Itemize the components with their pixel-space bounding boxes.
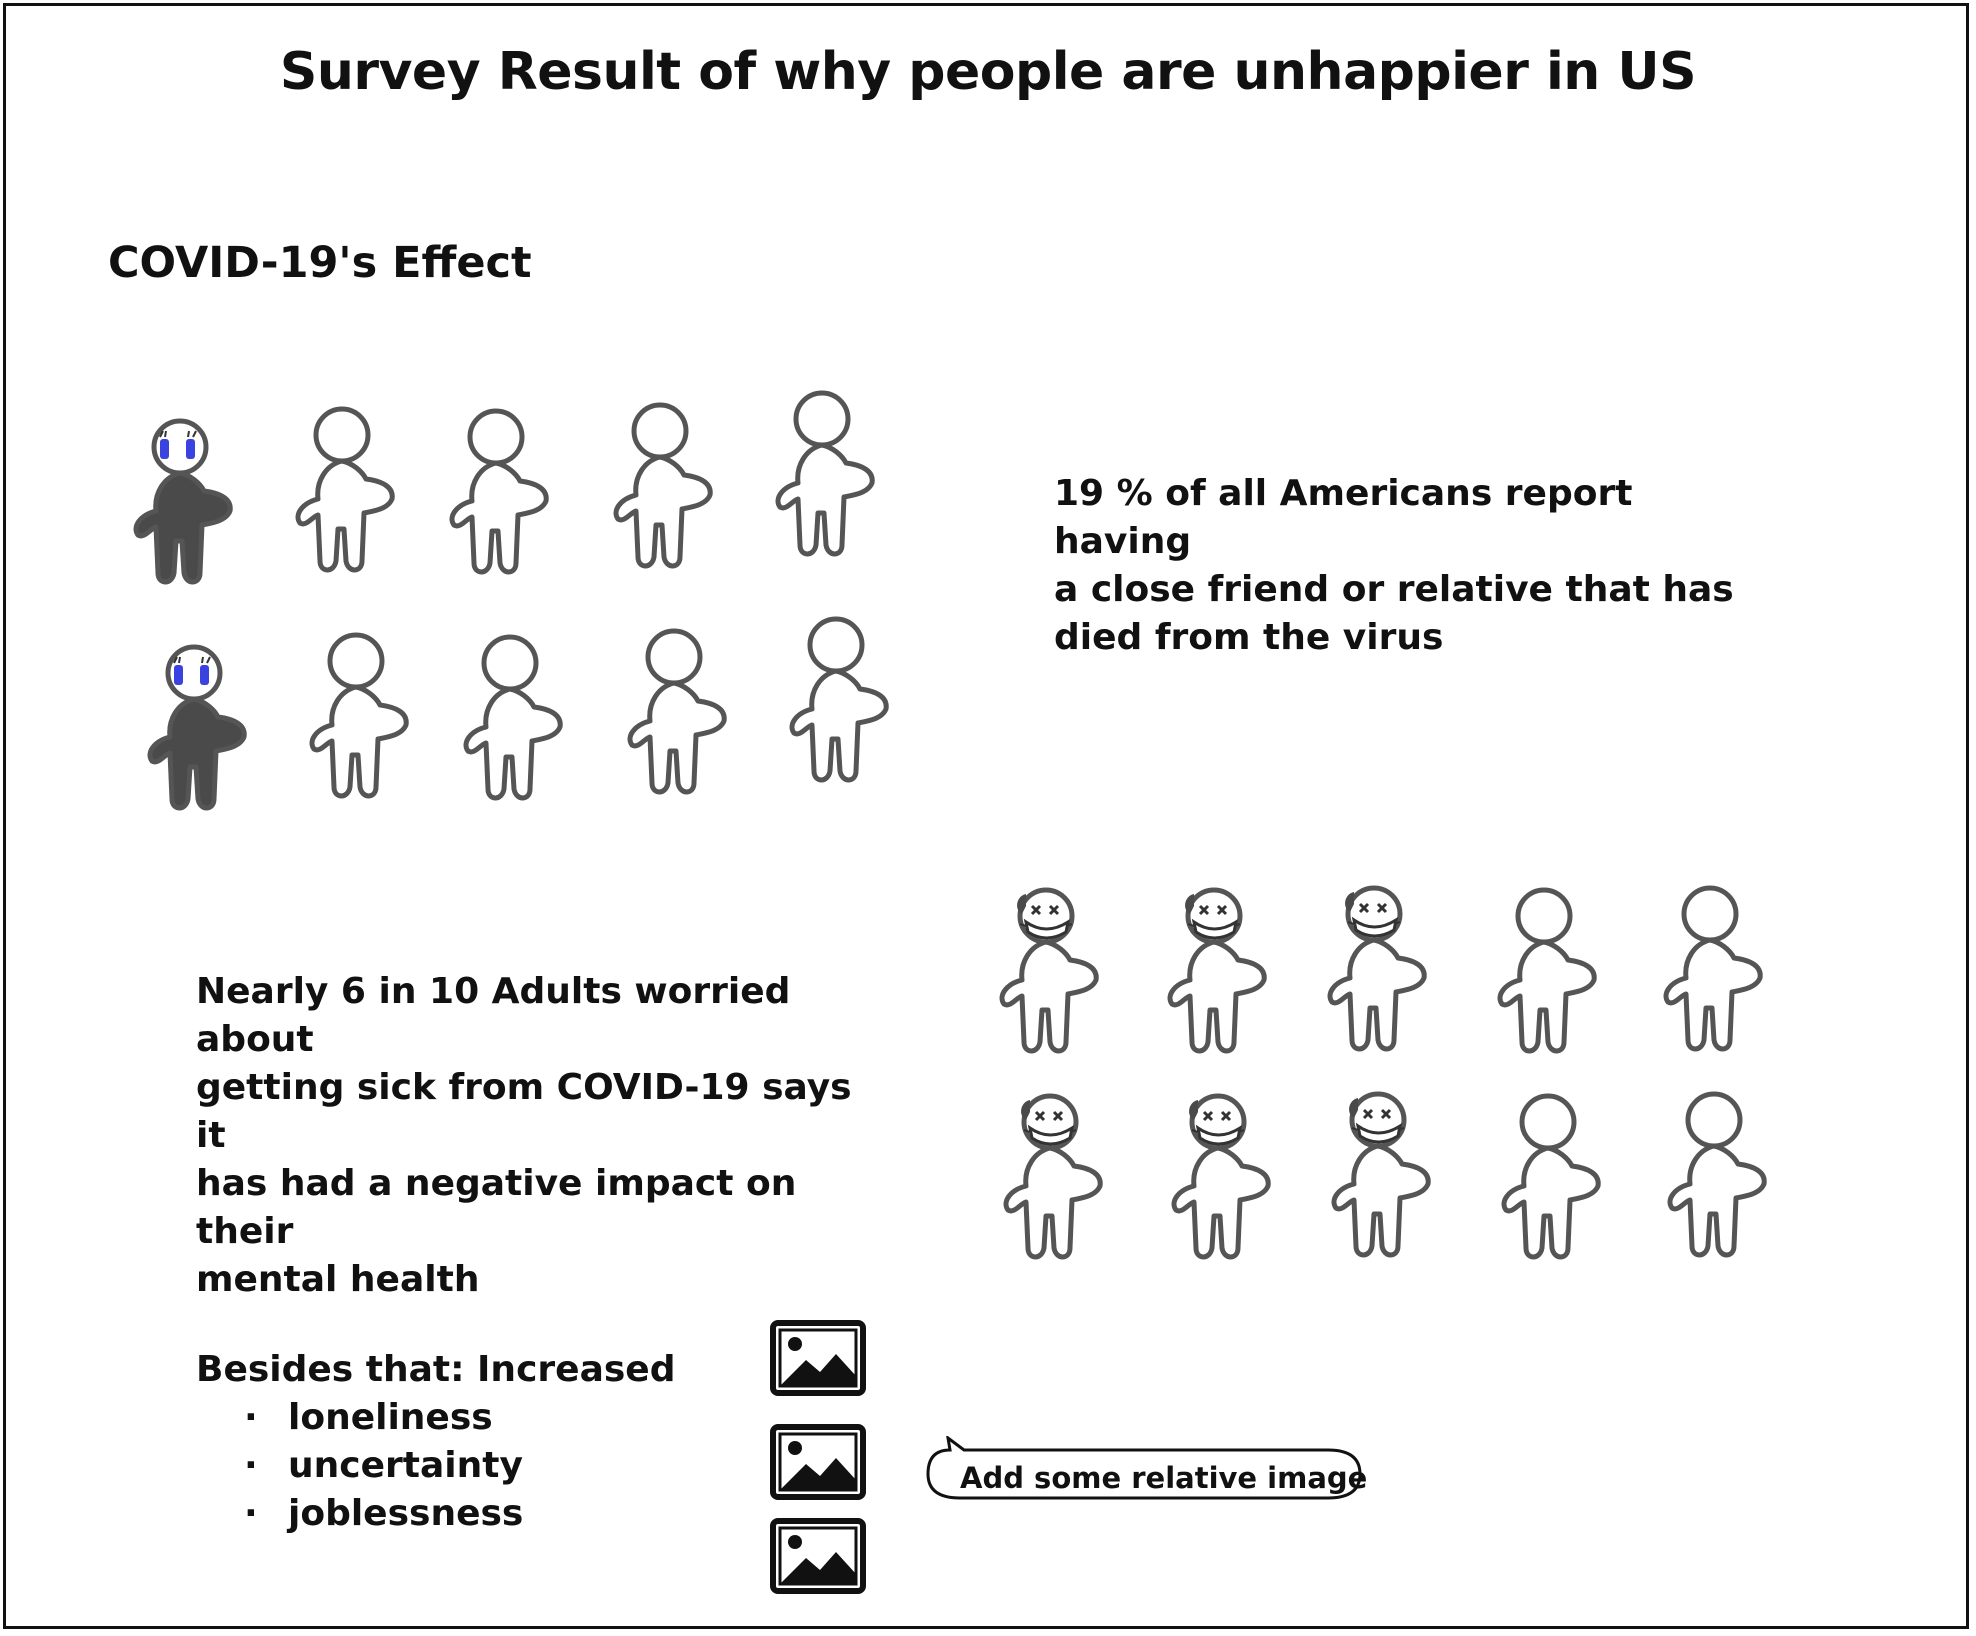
person-icon: [614, 625, 734, 809]
person-icon: [1654, 1088, 1774, 1272]
person-icon: [296, 629, 416, 813]
masked-person-icon: [1318, 1088, 1438, 1272]
masked-person-icon: [1154, 884, 1274, 1068]
extras-list: Besides that: Increased loneliness uncer…: [196, 1346, 675, 1538]
masked-person-icon: [1158, 1090, 1278, 1274]
section-heading: COVID-19's Effect: [108, 238, 532, 288]
person-icon: [1484, 884, 1604, 1068]
stat-mental-health-text: Nearly 6 in 10 Adults worried about gett…: [196, 968, 876, 1304]
masked-person-icon: [1314, 882, 1434, 1066]
stat-mental-line: mental health: [196, 1259, 480, 1300]
callout-text: Add some relative image: [960, 1461, 1368, 1495]
stat-deaths-text: 19 % of all Americans report having a cl…: [1054, 470, 1754, 662]
person-icon: [450, 631, 570, 815]
masked-person-icon: [986, 884, 1106, 1068]
list-item: loneliness: [244, 1394, 675, 1442]
stat-mental-line: getting sick from COVID-19 says it: [196, 1067, 852, 1156]
person-icon: [600, 399, 720, 583]
person-icon: [1488, 1090, 1608, 1274]
person-icon: [436, 405, 556, 589]
stat-mental-line: has had a negative impact on their: [196, 1163, 797, 1252]
person-icon: [776, 613, 896, 797]
image-placeholder-icon[interactable]: [770, 1320, 866, 1396]
crying-person-icon: [120, 415, 240, 599]
stat-deaths-line: died from the virus: [1054, 617, 1444, 658]
list-item: uncertainty: [244, 1442, 675, 1490]
crying-person-icon: [134, 641, 254, 825]
list-item: joblessness: [244, 1490, 675, 1538]
stat-deaths-line: 19 % of all Americans report having: [1054, 473, 1633, 562]
speech-bubble: [926, 1436, 1362, 1500]
person-icon: [762, 387, 882, 571]
page-title: Survey Result of why people are unhappie…: [279, 42, 1697, 102]
person-icon: [1650, 882, 1770, 1066]
extras-heading: Besides that: Increased: [196, 1349, 676, 1390]
person-icon: [282, 403, 402, 587]
stat-deaths-line: a close friend or relative that has: [1054, 569, 1734, 610]
masked-person-icon: [990, 1090, 1110, 1274]
image-placeholder-icon[interactable]: [770, 1424, 866, 1500]
stat-mental-line: Nearly 6 in 10 Adults worried about: [196, 971, 791, 1060]
image-placeholder-icon[interactable]: [770, 1518, 866, 1594]
canvas-frame: [3, 3, 1969, 1629]
